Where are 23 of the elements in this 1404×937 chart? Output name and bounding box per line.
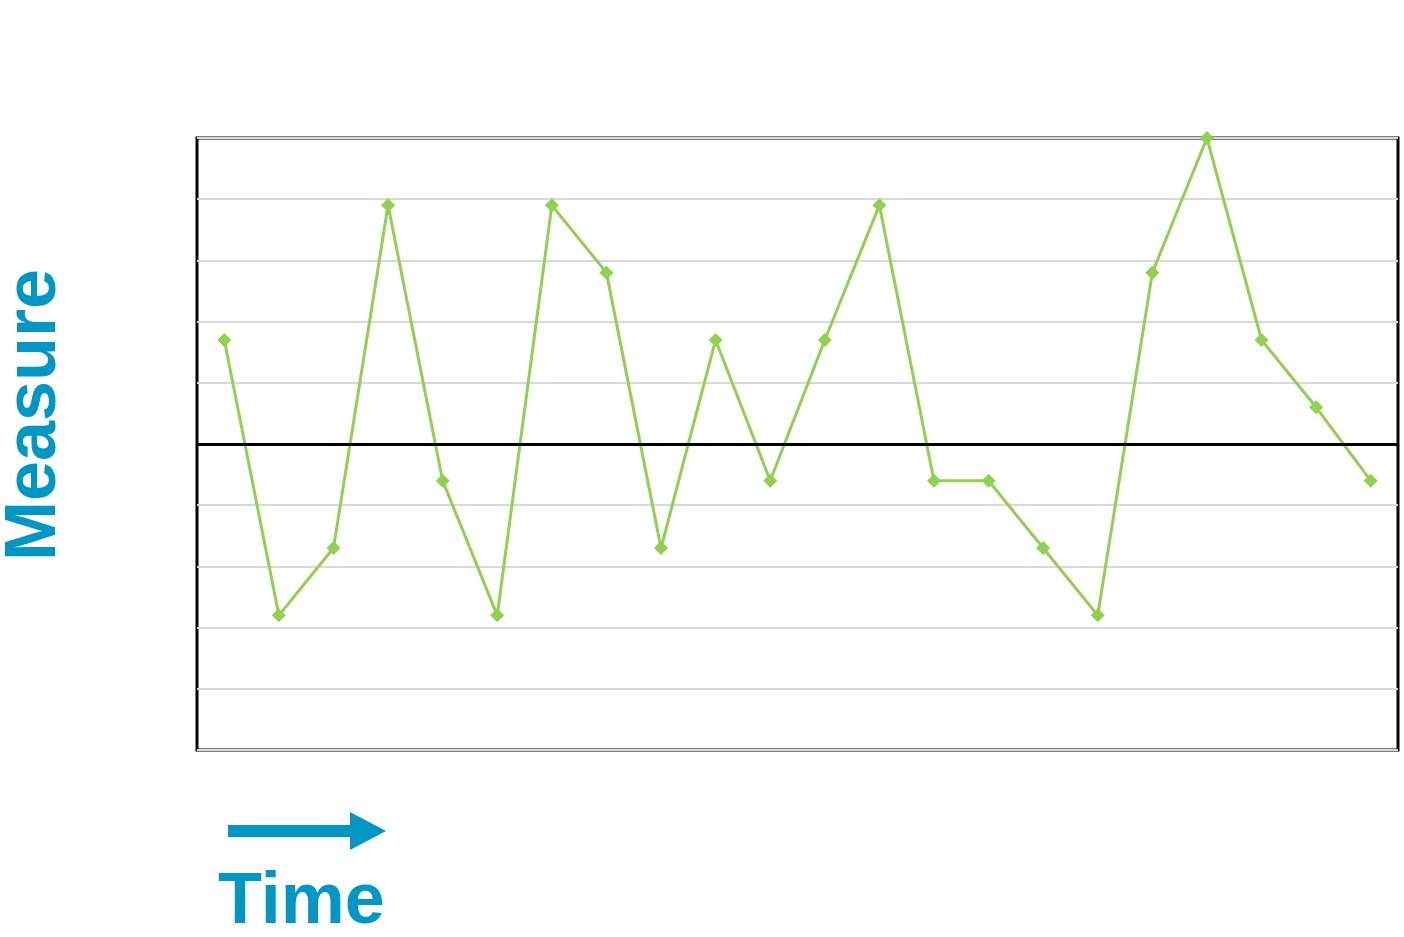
point (926, 473, 941, 488)
point (1036, 541, 1051, 556)
point (763, 473, 778, 488)
point (217, 332, 232, 347)
point (981, 473, 996, 488)
point (599, 265, 614, 280)
point (817, 332, 832, 347)
y-axis-title: Measure (0, 268, 70, 562)
point (1254, 332, 1269, 347)
point (1363, 473, 1378, 488)
point (1090, 608, 1105, 623)
point (1309, 400, 1324, 415)
point (1145, 265, 1160, 280)
point (490, 608, 505, 623)
x-axis-title: Time (218, 858, 385, 937)
point (435, 473, 450, 488)
point (708, 332, 723, 347)
point (1199, 131, 1214, 145)
point (544, 198, 559, 213)
point (872, 198, 887, 213)
point (271, 608, 286, 623)
point (326, 541, 341, 556)
point (654, 541, 669, 556)
